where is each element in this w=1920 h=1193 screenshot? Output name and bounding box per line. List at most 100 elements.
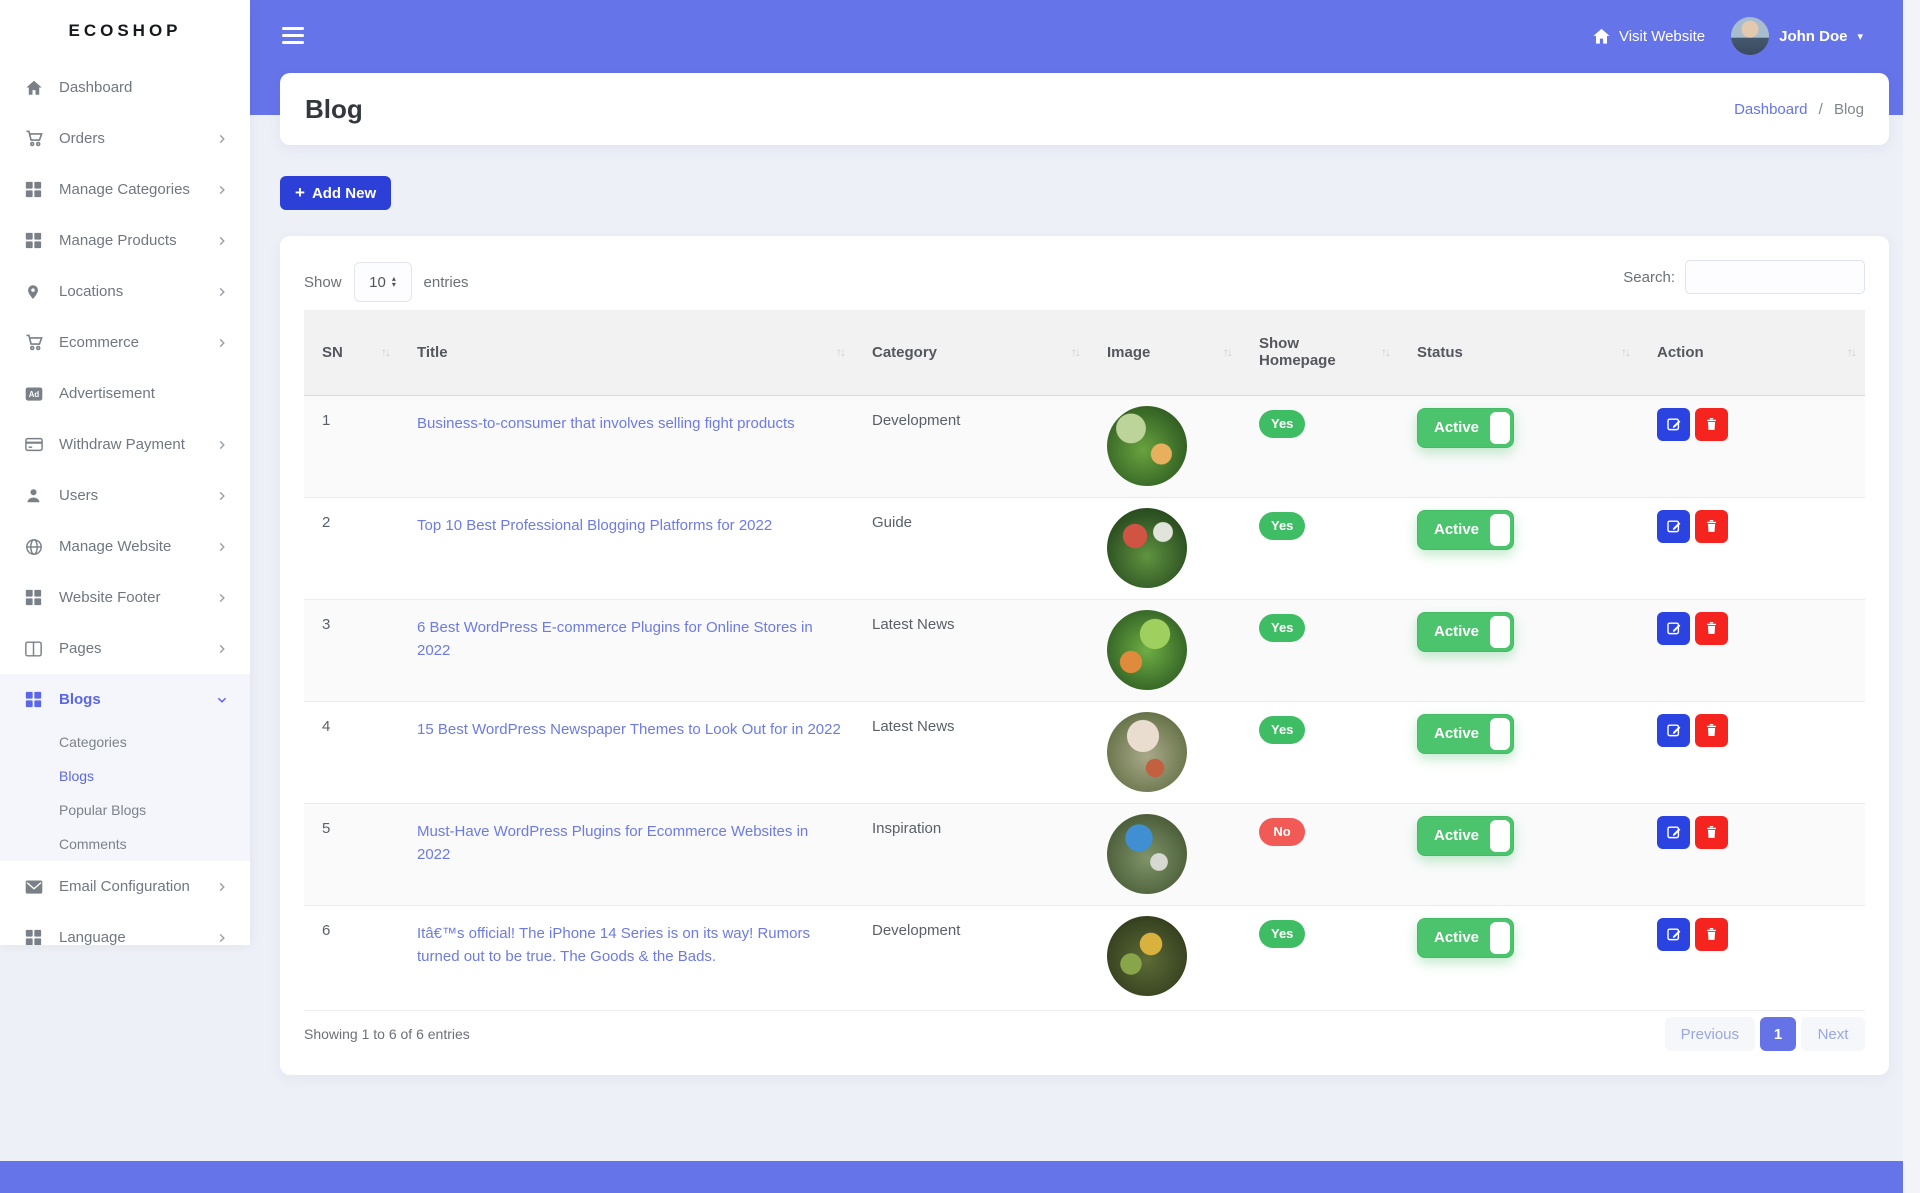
delete-button[interactable]: [1695, 509, 1728, 543]
column-header-category[interactable]: Category ↑↓: [854, 310, 1089, 396]
sidebar-item-orders[interactable]: Orders: [0, 113, 250, 164]
sidebar-item-advertisement[interactable]: Ad Advertisement: [0, 368, 250, 419]
column-header-image[interactable]: Image ↑↓: [1089, 310, 1241, 396]
sidebar-item-website-footer[interactable]: Website Footer: [0, 572, 250, 623]
toggle-knob: [1490, 513, 1510, 546]
show-homepage-badge: Yes: [1259, 613, 1306, 642]
sidebar-item-label: Orders: [59, 130, 105, 147]
status-toggle[interactable]: Active: [1417, 407, 1514, 448]
edit-button[interactable]: [1657, 713, 1690, 747]
sidebar-item-label: Ecommerce: [59, 334, 140, 351]
column-header-show-homepage[interactable]: Show Homepage ↑↓: [1241, 310, 1399, 396]
page-number-button[interactable]: 1: [1760, 1017, 1796, 1051]
column-header-title[interactable]: Title ↑↓: [399, 310, 854, 396]
sidebar-item-manage-products[interactable]: Manage Products: [0, 215, 250, 266]
breadcrumb: Dashboard / Blog: [1734, 101, 1864, 118]
next-page-button[interactable]: Next: [1801, 1017, 1865, 1051]
sidebar-item-label: Language: [59, 929, 126, 945]
edit-button[interactable]: [1657, 917, 1690, 951]
status-toggle[interactable]: Active: [1417, 815, 1514, 856]
sidebar-item-label: Users: [59, 487, 99, 504]
delete-button[interactable]: [1695, 611, 1728, 645]
edit-button[interactable]: [1657, 611, 1690, 645]
sidebar-item-dashboard[interactable]: Dashboard: [0, 62, 250, 113]
blog-title-link[interactable]: Business-to-consumer that involves selli…: [417, 414, 795, 432]
sub-item-label: Popular Blogs: [59, 802, 147, 818]
svg-text:Ad: Ad: [29, 390, 40, 399]
table-controls: Show 10 ▴ ▾ entries Search:: [304, 254, 1865, 302]
search-input[interactable]: [1685, 260, 1865, 294]
sidebar-item-locations[interactable]: Locations: [0, 266, 250, 317]
status-toggle[interactable]: Active: [1417, 713, 1514, 754]
page-length-select[interactable]: 10 ▴ ▾: [353, 262, 412, 302]
blog-title-link[interactable]: Must-Have WordPress Plugins for Ecommerc…: [417, 822, 809, 863]
blog-title-link[interactable]: Top 10 Best Professional Blogging Platfo…: [417, 516, 773, 534]
sidebar-item-manage-website[interactable]: Manage Website: [0, 521, 250, 572]
visit-website-label: Visit Website: [1618, 27, 1706, 45]
sidebar-subitem-comments[interactable]: Comments: [0, 827, 250, 861]
sidebar-item-language[interactable]: Language: [0, 912, 250, 945]
user-icon: [25, 486, 45, 506]
sidebar-item-label: Manage Website: [59, 538, 172, 555]
sidebar-subitem-blogs[interactable]: Blogs: [0, 759, 250, 793]
blog-title-link[interactable]: 15 Best WordPress Newspaper Themes to Lo…: [417, 720, 841, 738]
sidebar-item-label: Manage Products: [59, 232, 177, 249]
edit-button[interactable]: [1657, 815, 1690, 849]
home-icon: [25, 78, 45, 98]
column-header-action[interactable]: Action ↑↓: [1639, 310, 1865, 396]
sidebar-item-users[interactable]: Users: [0, 470, 250, 521]
hamburger-menu-icon[interactable]: [282, 27, 304, 48]
user-menu[interactable]: John Doe ▾: [1731, 17, 1863, 55]
visit-website-link[interactable]: Visit Website: [1592, 27, 1705, 46]
chevron-right-icon: [216, 881, 228, 893]
brand-logo: ECOSHOP: [68, 21, 182, 40]
status-toggle[interactable]: Active: [1417, 509, 1514, 550]
sidebar-item-email-configuration[interactable]: Email Configuration: [0, 861, 250, 912]
breadcrumb-dashboard-link[interactable]: Dashboard: [1734, 100, 1808, 118]
select-arrows-icon: ▴ ▾: [391, 274, 396, 289]
chevron-right-icon: [216, 592, 228, 604]
delete-button[interactable]: [1695, 917, 1728, 951]
cell-sn: 2: [322, 513, 331, 531]
sidebar-item-blogs[interactable]: Blogs: [0, 674, 250, 725]
chevron-right-icon: [216, 286, 228, 298]
toggle-knob: [1490, 819, 1510, 852]
status-toggle[interactable]: Active: [1417, 611, 1514, 652]
cell-category: Latest News: [872, 615, 955, 633]
add-new-button[interactable]: + Add New: [280, 176, 392, 210]
edit-button[interactable]: [1657, 407, 1690, 441]
sidebar-subitem-categories[interactable]: Categories: [0, 725, 250, 759]
blog-table-card: Show 10 ▴ ▾ entries Search: SN ↑↓ Title ↑↓ …: [280, 236, 1889, 1075]
sidebar-item-withdraw-payment[interactable]: Withdraw Payment: [0, 419, 250, 470]
sort-icon: ↑↓: [836, 345, 846, 360]
sidebar-subitem-popular-blogs[interactable]: Popular Blogs: [0, 793, 250, 827]
user-name: John Doe: [1779, 27, 1848, 45]
blog-title-link[interactable]: Itâ€™s official! The iPhone 14 Series is…: [417, 924, 810, 965]
blog-title-link[interactable]: 6 Best WordPress E-commerce Plugins for …: [417, 618, 813, 659]
edit-button[interactable]: [1657, 509, 1690, 543]
table-row: 2 Top 10 Best Professional Blogging Plat…: [304, 497, 1865, 599]
sort-icon: ↑↓: [381, 345, 391, 360]
scrollbar-track[interactable]: [1903, 0, 1920, 1193]
column-header-status[interactable]: Status ↑↓: [1399, 310, 1639, 396]
card-icon: [25, 435, 45, 455]
delete-button[interactable]: [1695, 713, 1728, 747]
delete-button[interactable]: [1695, 407, 1728, 441]
sidebar-item-pages[interactable]: Pages: [0, 623, 250, 674]
column-header-sn[interactable]: SN ↑↓: [304, 310, 399, 396]
sidebar-item-manage-categories[interactable]: Manage Categories: [0, 164, 250, 215]
show-label: Show: [304, 273, 342, 291]
sidebar-item-ecommerce[interactable]: Ecommerce: [0, 317, 250, 368]
blog-thumbnail-image: [1107, 609, 1187, 690]
status-toggle[interactable]: Active: [1417, 917, 1514, 958]
toggle-knob: [1490, 411, 1510, 444]
sort-icon: ↑↓: [1621, 345, 1631, 360]
pagination: Previous 1 Next: [1664, 1017, 1865, 1051]
add-new-label: Add New: [311, 184, 377, 202]
delete-button[interactable]: [1695, 815, 1728, 849]
chevron-right-icon: [216, 184, 228, 196]
previous-page-button[interactable]: Previous: [1664, 1017, 1755, 1051]
map-pin-icon: [25, 282, 45, 302]
page-length-value: 10: [369, 273, 386, 291]
chevron-right-icon: [216, 337, 228, 349]
